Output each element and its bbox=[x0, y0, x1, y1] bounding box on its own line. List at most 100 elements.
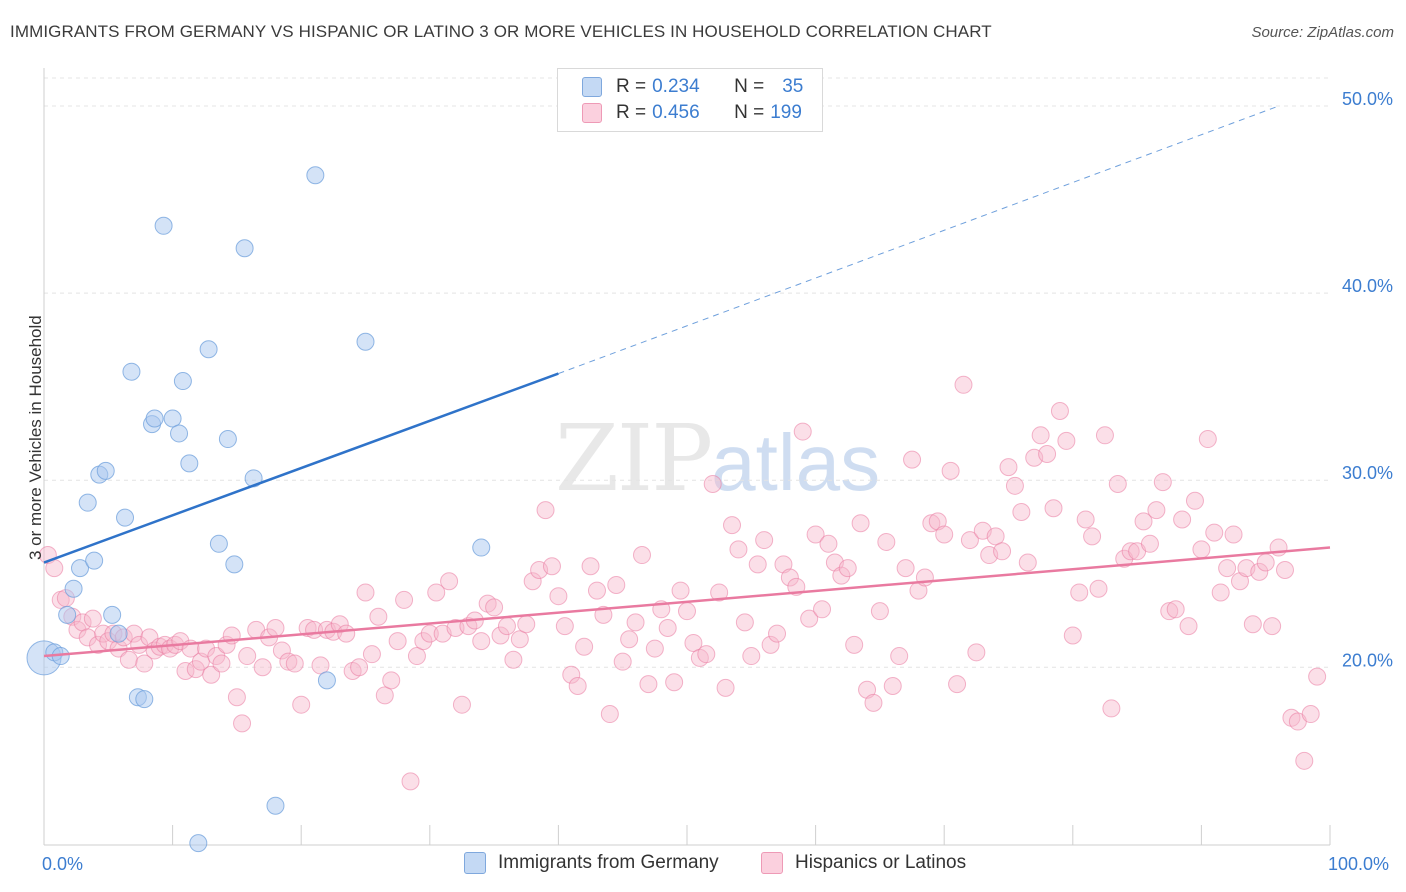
data-point-hispanic bbox=[620, 630, 639, 649]
data-point-hispanic bbox=[890, 647, 909, 666]
data-point-hispanic bbox=[401, 772, 420, 791]
data-point-hispanic bbox=[800, 609, 819, 628]
data-point-hispanic bbox=[999, 458, 1018, 477]
data-point-hispanic bbox=[292, 695, 311, 714]
data-point-hispanic bbox=[967, 643, 986, 662]
legend-n-label: N = bbox=[734, 102, 765, 123]
data-point-hispanic bbox=[723, 516, 742, 535]
data-point-hispanic bbox=[954, 375, 973, 394]
data-point-hispanic bbox=[382, 671, 401, 690]
data-point-hispanic bbox=[697, 645, 716, 664]
data-point-hispanic bbox=[1224, 525, 1243, 544]
data-point-hispanic bbox=[266, 618, 285, 637]
y-tick-label: 30.0% bbox=[1342, 463, 1393, 483]
data-point-hispanic bbox=[1185, 491, 1204, 510]
legend-swatch-germany bbox=[582, 77, 602, 97]
data-point-hispanic bbox=[684, 633, 703, 652]
data-point-hispanic bbox=[388, 632, 407, 651]
legend-swatch-hispanic bbox=[582, 103, 602, 123]
data-point-hispanic bbox=[960, 531, 979, 550]
data-point-hispanic bbox=[671, 581, 690, 600]
data-point-germany bbox=[64, 579, 83, 598]
data-point-hispanic bbox=[1018, 553, 1037, 572]
data-point-germany bbox=[472, 538, 491, 557]
data-point-hispanic bbox=[678, 602, 696, 621]
data-point-hispanic bbox=[935, 525, 954, 544]
data-point-hispanic bbox=[253, 658, 272, 677]
data-point-germany bbox=[356, 332, 375, 351]
data-point-germany bbox=[199, 340, 218, 359]
data-point-germany bbox=[209, 534, 228, 553]
data-point-hispanic bbox=[883, 676, 902, 695]
data-point-hispanic bbox=[948, 675, 967, 694]
data-point-hispanic bbox=[858, 680, 877, 699]
data-point-hispanic bbox=[665, 673, 684, 692]
data-point-hispanic bbox=[607, 575, 626, 594]
data-point-hispanic bbox=[1263, 617, 1282, 636]
data-point-hispanic bbox=[1218, 559, 1237, 578]
data-point-hispanic bbox=[555, 617, 574, 636]
data-point-hispanic bbox=[427, 583, 446, 602]
data-point-hispanic bbox=[594, 605, 613, 624]
data-point-hispanic bbox=[1038, 445, 1057, 464]
data-point-hispanic bbox=[922, 514, 941, 533]
data-point-hispanic bbox=[761, 635, 780, 654]
data-point-hispanic bbox=[780, 568, 799, 587]
data-point-hispanic bbox=[1198, 430, 1217, 449]
data-point-hispanic bbox=[83, 609, 102, 628]
data-point-hispanic bbox=[1243, 615, 1262, 634]
data-point-hispanic bbox=[581, 557, 600, 576]
data-point-hispanic bbox=[639, 675, 658, 694]
data-point-hispanic bbox=[233, 714, 252, 733]
data-point-hispanic bbox=[1063, 626, 1082, 645]
x-tick-label-max: 100.0% bbox=[1328, 854, 1390, 874]
data-point-germany bbox=[109, 624, 128, 643]
data-point-hispanic bbox=[568, 676, 587, 695]
y-axis-label: 3 or more Vehicles in Household bbox=[26, 315, 45, 560]
data-point-hispanic bbox=[1275, 561, 1294, 580]
data-point-germany bbox=[173, 372, 192, 391]
trend-line-germany bbox=[43, 372, 559, 564]
data-point-hispanic bbox=[350, 658, 369, 677]
data-point-hispanic bbox=[1050, 401, 1069, 420]
data-point-hispanic bbox=[1256, 553, 1275, 572]
data-point-hispanic bbox=[1211, 583, 1230, 602]
data-point-hispanic bbox=[485, 598, 504, 617]
data-point-hispanic bbox=[78, 628, 97, 647]
source-label: Source: ZipAtlas.com bbox=[1251, 24, 1394, 41]
data-point-hispanic bbox=[645, 639, 664, 658]
legend-r-label: R = bbox=[616, 76, 647, 97]
data-point-hispanic bbox=[1153, 473, 1172, 492]
data-point-hispanic bbox=[562, 665, 581, 684]
data-point-hispanic bbox=[1295, 751, 1314, 770]
data-point-hispanic bbox=[440, 572, 459, 591]
data-point-hispanic bbox=[504, 650, 523, 669]
data-point-hispanic bbox=[587, 581, 606, 600]
data-point-hispanic bbox=[1179, 617, 1198, 636]
data-point-hispanic bbox=[903, 450, 922, 469]
data-point-hispanic bbox=[896, 559, 915, 578]
data-point-hispanic bbox=[197, 639, 216, 658]
data-point-hispanic bbox=[1102, 699, 1121, 718]
data-point-hispanic bbox=[600, 705, 619, 724]
data-point-hispanic bbox=[1250, 562, 1269, 581]
data-point-hispanic bbox=[710, 583, 729, 602]
data-point-hispanic bbox=[542, 557, 561, 576]
data-point-hispanic bbox=[1044, 499, 1063, 518]
legend-n-label: N = bbox=[734, 76, 765, 97]
data-point-hispanic bbox=[1005, 476, 1024, 495]
data-point-germany bbox=[180, 454, 199, 473]
data-point-hispanic bbox=[986, 527, 1005, 546]
data-point-hispanic bbox=[993, 542, 1012, 561]
data-point-hispanic bbox=[813, 600, 832, 619]
data-point-hispanic bbox=[202, 665, 221, 684]
bottom-legend-germany: Immigrants from Germany bbox=[464, 852, 719, 874]
y-tick-label: 50.0% bbox=[1342, 89, 1393, 109]
data-point-hispanic bbox=[742, 647, 761, 666]
data-point-hispanic bbox=[510, 630, 529, 649]
data-point-germany bbox=[135, 690, 154, 709]
data-point-germany bbox=[235, 239, 254, 258]
data-point-hispanic bbox=[212, 654, 231, 673]
data-point-germany bbox=[306, 166, 325, 185]
x-tick-label-min: 0.0% bbox=[42, 854, 84, 874]
